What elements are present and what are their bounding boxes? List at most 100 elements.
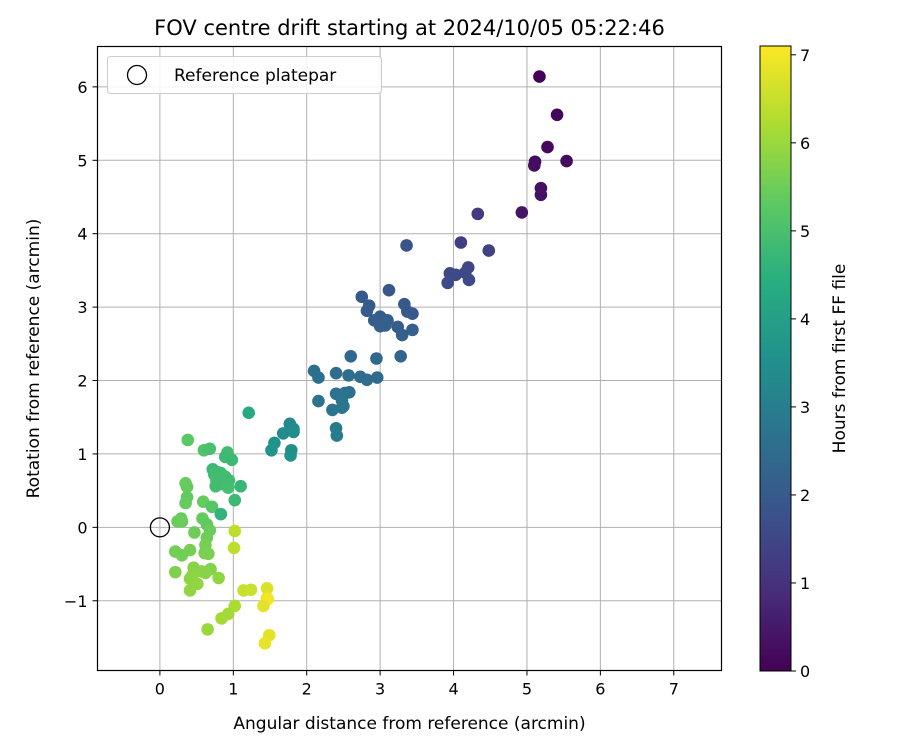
x-axis-ticks: 0 1 2 3 4 5 6 7: [155, 670, 679, 699]
data-point: [441, 276, 454, 290]
data-point: [205, 500, 219, 514]
y-tick-label: 3: [77, 298, 87, 317]
x-tick-label: 1: [228, 680, 238, 699]
data-point: [244, 583, 258, 597]
data-point: [312, 394, 325, 408]
data-point: [260, 581, 274, 595]
data-point: [276, 427, 290, 440]
legend-entry-label: Reference platepar: [174, 66, 336, 86]
data-point: [181, 433, 195, 447]
data-point: [312, 371, 325, 384]
data-point: [370, 352, 383, 365]
data-point: [284, 449, 297, 462]
data-point: [406, 307, 419, 321]
x-tick-label: 5: [522, 680, 532, 699]
data-point: [395, 328, 409, 342]
colorbar-tick-label: 4: [800, 310, 810, 329]
data-point: [215, 612, 228, 625]
data-points: [169, 70, 573, 650]
data-point: [343, 385, 356, 399]
data-point: [203, 442, 217, 456]
data-point: [257, 599, 270, 613]
reference-platepar-marker: [149, 517, 171, 538]
data-point: [169, 565, 182, 579]
data-point: [234, 479, 247, 493]
y-tick-label: 0: [77, 518, 87, 537]
data-point: [183, 584, 197, 597]
data-point: [221, 481, 235, 495]
data-point: [330, 429, 344, 442]
data-point: [449, 268, 463, 282]
data-point: [227, 541, 241, 555]
data-point: [534, 188, 548, 202]
data-point: [400, 239, 413, 252]
data-point: [201, 623, 214, 636]
data-point: [373, 319, 387, 333]
data-point: [202, 547, 215, 561]
x-tick-label: 7: [669, 680, 679, 699]
chart-title: FOV centre drift starting at 2024/10/05 …: [154, 16, 665, 40]
colorbar: [759, 45, 792, 672]
legend-box: [107, 56, 382, 94]
data-point: [242, 406, 256, 420]
data-point: [360, 304, 374, 318]
data-point: [287, 425, 300, 439]
data-point: [228, 493, 242, 507]
legend-marker-icon: [126, 64, 148, 86]
data-point: [329, 366, 343, 380]
y-axis-ticks: −1 0 1 2 3 4 5 6: [64, 78, 98, 611]
data-point: [199, 566, 212, 580]
y-tick-label: 6: [77, 78, 87, 97]
axes-frame: [96, 45, 723, 672]
data-point: [406, 323, 419, 337]
colorbar-tick-label: 1: [800, 574, 810, 593]
y-tick-label: 5: [77, 151, 87, 170]
data-point: [344, 349, 358, 363]
data-point: [482, 244, 496, 257]
data-point: [180, 480, 194, 494]
colorbar-label: Hours from first FF file: [830, 264, 850, 454]
y-tick-label: 4: [77, 225, 87, 244]
data-point: [188, 526, 201, 539]
data-point: [175, 548, 189, 562]
colorbar-ticks: 0 1 2 3 4 5 6 7: [791, 46, 810, 681]
data-point: [560, 154, 573, 168]
data-point: [225, 453, 239, 467]
data-point: [370, 371, 384, 384]
data-point: [228, 524, 242, 538]
colorbar-tick-label: 7: [800, 46, 810, 65]
x-tick-label: 2: [302, 680, 312, 699]
y-axis-label: Rotation from reference (arcmin): [24, 219, 44, 499]
y-tick-label: 2: [77, 372, 87, 391]
colorbar-tick-label: 2: [800, 486, 810, 505]
data-point: [533, 70, 546, 83]
x-tick-label: 4: [448, 680, 458, 699]
data-point: [454, 236, 468, 249]
data-point: [175, 515, 189, 528]
data-point: [342, 369, 355, 382]
data-point: [265, 443, 278, 457]
data-point: [458, 266, 472, 279]
data-point: [326, 403, 339, 417]
data-point: [382, 283, 396, 297]
x-tick-label: 3: [375, 680, 385, 699]
data-point: [360, 373, 374, 387]
data-point: [355, 290, 369, 304]
data-point: [179, 496, 192, 510]
data-point: [394, 349, 407, 363]
colorbar-tick-label: 0: [800, 662, 810, 681]
x-axis-label: Angular distance from reference (arcmin): [233, 714, 585, 734]
data-point: [212, 571, 225, 585]
x-tick-label: 0: [155, 680, 165, 699]
colorbar-tick-label: 5: [800, 222, 810, 241]
data-point: [528, 159, 541, 172]
data-point: [258, 637, 272, 650]
colorbar-tick-label: 3: [800, 398, 810, 417]
data-point: [337, 399, 350, 413]
legend: Reference platepar: [107, 56, 382, 94]
data-point: [550, 108, 564, 122]
y-tick-label: −1: [64, 592, 88, 611]
x-tick-label: 6: [595, 680, 605, 699]
data-point: [471, 207, 485, 221]
